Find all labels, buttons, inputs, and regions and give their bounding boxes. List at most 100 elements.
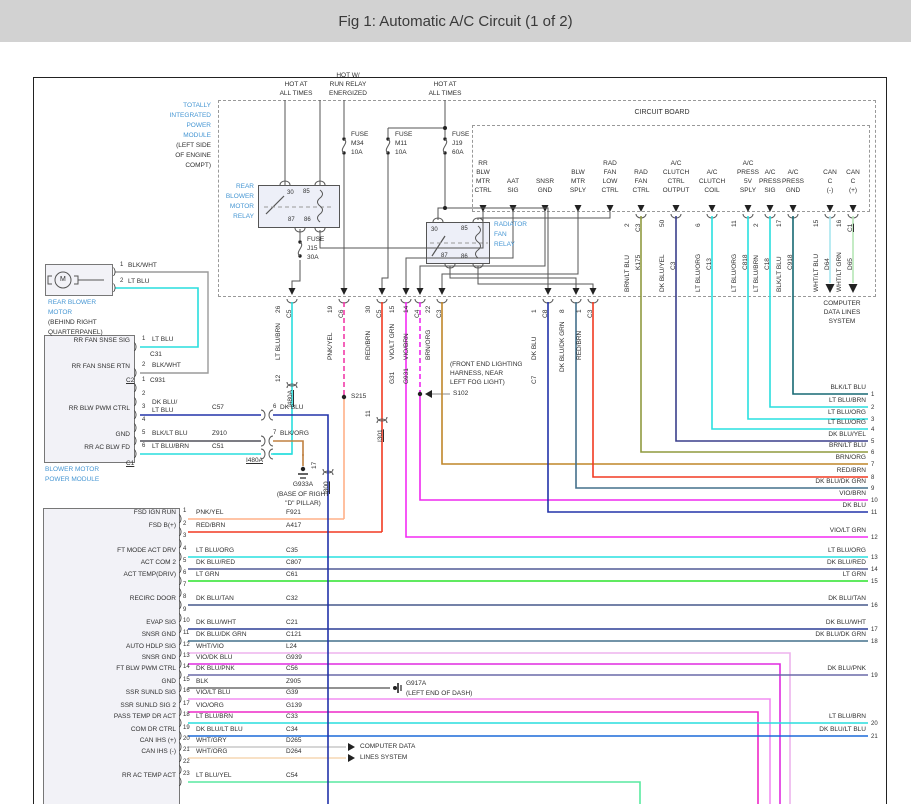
module-pin-label: SSR SUNLD SIG 2 — [120, 702, 176, 709]
circuit-label: C818 — [742, 254, 749, 270]
wire-lt-blu-org — [747, 216, 868, 420]
tipm-label: TOTALLY — [183, 102, 211, 109]
arrow-down-icon — [544, 288, 552, 295]
pin-number: 2 — [753, 223, 760, 227]
edge-wire-label: DK BLU/DK GRN — [815, 478, 866, 485]
pin-number: 11 — [731, 220, 738, 227]
edge-wire-label: BRN/ORG — [835, 454, 866, 461]
wire-blk-lt-blu — [792, 216, 868, 395]
module-location: QUARTERPANEL) — [48, 329, 103, 336]
pin-number: 11 — [183, 630, 190, 636]
edge-pin-number: 12 — [871, 535, 878, 541]
splice-label: S102 — [453, 390, 469, 397]
relay-label: RELAY — [233, 213, 254, 220]
pin-bracket-icon: ) — [179, 623, 182, 633]
circuit-label: C35 — [286, 547, 298, 554]
circuit-board-column-label: A/C — [742, 160, 754, 167]
wire-brn-lt-blu — [640, 216, 868, 453]
pin-bracket-icon: ) — [134, 382, 137, 392]
fuse-label: FUSE — [395, 131, 413, 138]
harness-note: LEFT FOG LIGHT) — [450, 379, 505, 386]
pin-number: 19 — [327, 305, 334, 313]
wire-color-label: LT BLU/ORG — [695, 253, 702, 292]
module-pin-label: FSD IGN RUN — [133, 509, 176, 516]
edge-wire-label: DK BLU — [842, 502, 866, 509]
wire-dk-blu-dk-grn — [575, 302, 868, 489]
edge-pin-number: 14 — [871, 567, 878, 573]
pin-number: 8 — [183, 594, 187, 600]
fuse-icon — [297, 241, 303, 257]
circuit-board-column-label: CAN — [846, 169, 860, 176]
hot-feed-label: ALL TIMES — [428, 90, 462, 97]
wire-color-label: LT BLU/BRN — [753, 255, 760, 292]
pin-number: 3 — [142, 404, 146, 410]
hot-feed-label: ENERGIZED — [329, 90, 367, 97]
connector-label: Z910 — [212, 430, 227, 437]
pin-number: 15 — [813, 219, 820, 227]
edge-pin-number: 8 — [871, 475, 875, 481]
relay-pin-number: 86 — [461, 254, 468, 260]
edge-wire-label: DK BLU/WHT — [825, 619, 866, 626]
arrow-down-icon — [416, 288, 424, 295]
tipm-internal-wire — [449, 266, 577, 288]
pin-number: 4 — [183, 546, 187, 552]
connector-label: C6 — [338, 309, 345, 318]
connector-bracket-icon — [286, 383, 298, 389]
computer-data-lines-label: LINES SYSTEM — [360, 754, 408, 761]
circuit-label: G939 — [286, 654, 302, 661]
hot-feed-label: RUN RELAY — [329, 81, 367, 88]
wire-color-label: PNK/YEL — [196, 509, 224, 516]
connector-label: C3 — [436, 309, 443, 318]
pin-number: 9 — [183, 607, 187, 613]
arrow-down-icon — [589, 288, 597, 295]
ground-dot — [393, 686, 397, 690]
circuit-label: F921 — [286, 509, 301, 516]
pin-bracket-icon: ) — [134, 341, 137, 351]
splice-label: S215 — [351, 393, 367, 400]
connector-label: C1 — [847, 223, 854, 232]
computer-data-lines-label: COMPUTER — [823, 300, 861, 307]
fuse-label: M34 — [351, 140, 364, 147]
edge-pin-number: 9 — [871, 486, 875, 492]
circuit-label: Z905 — [286, 678, 301, 685]
circuit-board-column-label: RAD — [634, 169, 648, 176]
pin-number: 23 — [183, 771, 190, 777]
relay-label: FAN — [494, 231, 507, 238]
pin-number: 1 — [576, 309, 583, 313]
pin-bracket-icon: ) — [179, 682, 182, 692]
circuit-board-column-label: SNSR — [535, 178, 555, 185]
wire-color-label: BLK/WHT — [128, 262, 157, 269]
pin-number: 3 — [183, 533, 187, 539]
circuit-board-column-label: BLW — [571, 169, 585, 176]
circuit-board-column-label: CTRL — [667, 178, 685, 185]
module-label: BLOWER MOTOR — [45, 466, 100, 473]
circuit-label: C21 — [286, 619, 298, 626]
computer-data-lines-label: SYSTEM — [828, 318, 856, 325]
wire-color-label: VIO/ORG — [196, 702, 224, 709]
wire-blk-org — [273, 440, 304, 456]
circuit-label: C34 — [286, 726, 298, 733]
fuse-icon — [341, 138, 347, 154]
circuit-label: C918 — [787, 254, 794, 270]
diagram-frame — [33, 77, 887, 804]
arrow-down-icon — [672, 205, 680, 212]
pin-number: 12 — [275, 374, 282, 382]
circuit-label: D65 — [847, 258, 854, 270]
pin-bracket-icon: ) — [179, 658, 182, 668]
module-label: POWER MODULE — [45, 476, 100, 483]
arrow-down-icon — [849, 205, 857, 212]
wire-red-brn — [592, 302, 868, 478]
circuit-board-column-label: C — [827, 178, 833, 185]
pin-bracket-icon: ) — [179, 647, 182, 657]
edge-wire-label: DK BLU/TAN — [828, 595, 866, 602]
wire-dk-blu — [273, 414, 329, 804]
edge-pin-number: 1 — [871, 392, 875, 398]
pin-number: 6 — [183, 570, 187, 576]
relay-label: BLOWER — [225, 193, 254, 200]
connector-label: C51 — [212, 443, 224, 450]
circuit-board-column-label: GND — [785, 187, 801, 194]
wire-lt-blu-yel — [188, 781, 641, 804]
circuit-label: G39 — [286, 689, 299, 696]
arrow-down-icon — [826, 205, 834, 212]
